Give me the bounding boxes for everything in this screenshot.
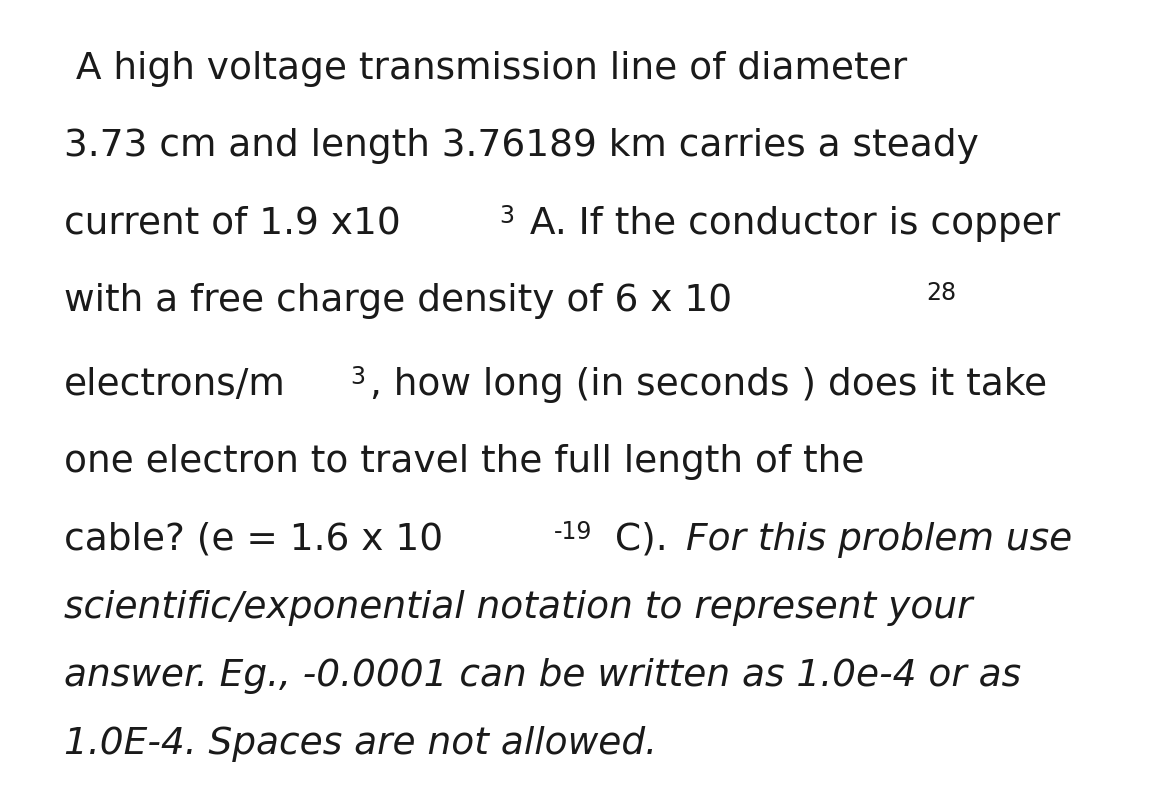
Text: A. If the conductor is copper: A. If the conductor is copper [518,206,1060,242]
Text: 3: 3 [498,204,514,228]
Text: electrons/m: electrons/m [64,367,287,403]
Text: scientific/exponential notation to represent your: scientific/exponential notation to repre… [64,590,972,626]
Text: 1.0E-4. Spaces are not allowed.: 1.0E-4. Spaces are not allowed. [64,726,658,762]
Text: -19: -19 [553,520,592,544]
Text: C).: C). [603,522,668,558]
Text: , how long (in seconds ) does it take: , how long (in seconds ) does it take [370,367,1047,403]
Text: cable? (e = 1.6 x 10: cable? (e = 1.6 x 10 [64,522,443,558]
Text: 3.73 cm and length 3.76189 km carries a steady: 3.73 cm and length 3.76189 km carries a … [64,129,979,164]
Text: For this problem use: For this problem use [687,522,1073,558]
Text: 28: 28 [927,281,957,305]
Text: answer. Eg., -0.0001 can be written as 1.0e-4 or as: answer. Eg., -0.0001 can be written as 1… [64,658,1021,694]
Text: current of 1.9 x10: current of 1.9 x10 [64,206,401,242]
Text: with a free charge density of 6 x 10: with a free charge density of 6 x 10 [64,284,732,319]
Text: A high voltage transmission line of diameter: A high voltage transmission line of diam… [64,51,908,87]
Text: one electron to travel the full length of the: one electron to travel the full length o… [64,445,865,480]
Text: 3: 3 [351,365,365,389]
